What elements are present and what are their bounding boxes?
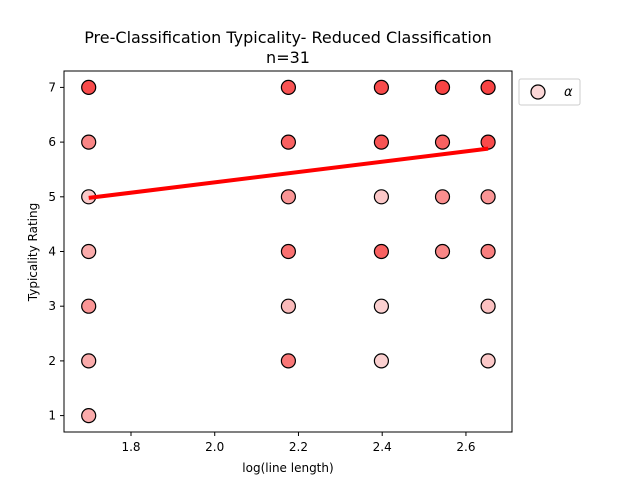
data-point (480, 134, 496, 150)
data-point (373, 79, 389, 96)
data-point (373, 134, 389, 150)
y-tick-label: 5 (48, 190, 56, 204)
data-point (373, 189, 389, 205)
data-point (373, 243, 389, 260)
legend: α (518, 78, 581, 106)
x-tick-label: 1.8 (121, 440, 140, 454)
x-axis-ticks: 1.8 2.0 2.2 2.4 2.6 (121, 432, 475, 454)
data-point (480, 298, 496, 314)
data-point (81, 408, 97, 424)
data-point (480, 79, 496, 96)
y-tick-label: 6 (48, 135, 56, 149)
data-point (81, 79, 97, 96)
y-tick-label: 3 (48, 299, 56, 313)
data-point (280, 353, 296, 369)
data-point (434, 134, 451, 150)
data-point (373, 298, 389, 314)
x-tick-label: 2.4 (373, 440, 392, 454)
x-tick-label: 2.2 (289, 440, 308, 454)
x-tick-label: 2.0 (205, 440, 224, 454)
y-tick-label: 7 (48, 80, 56, 94)
x-tick-label: 2.6 (456, 440, 475, 454)
data-point (434, 189, 451, 205)
data-point (373, 353, 389, 369)
data-point (280, 298, 296, 314)
chart-subtitle: n=31 (266, 48, 310, 67)
plot-area (63, 70, 513, 433)
data-point (81, 243, 97, 260)
y-axis-label: Typicality Rating (26, 203, 40, 302)
data-point (280, 243, 296, 260)
data-point (81, 298, 97, 314)
chart-title: Pre-Classification Typicality- Reduced C… (84, 28, 492, 47)
data-point (280, 189, 296, 205)
legend-entry-alpha: α (564, 85, 573, 100)
data-point (480, 353, 496, 369)
y-tick-label: 1 (48, 409, 56, 423)
legend-marker (530, 84, 546, 100)
data-point (480, 189, 496, 205)
data-point (480, 243, 496, 260)
y-axis-ticks: 1 2 3 4 5 6 7 (48, 80, 64, 423)
data-point (280, 134, 296, 150)
data-point (81, 134, 97, 150)
x-axis-label: log(line length) (242, 461, 333, 475)
regression-line (88, 146, 489, 200)
y-tick-label: 2 (48, 354, 56, 368)
data-point (280, 79, 296, 96)
data-point (81, 353, 97, 369)
y-tick-label: 4 (48, 245, 56, 259)
data-point (434, 79, 451, 96)
data-point (434, 243, 451, 260)
